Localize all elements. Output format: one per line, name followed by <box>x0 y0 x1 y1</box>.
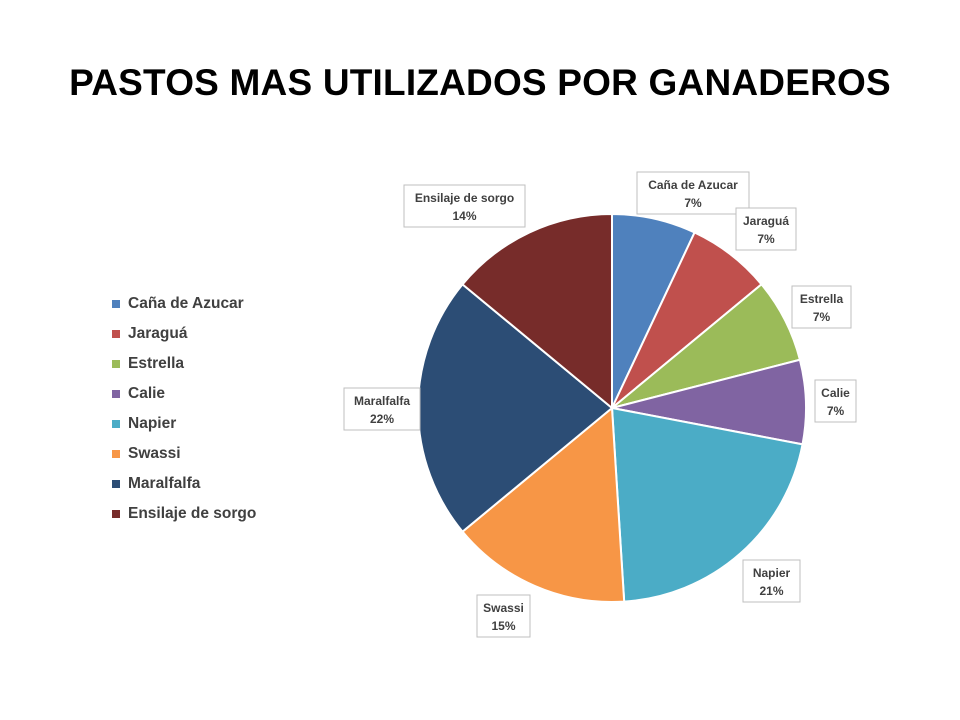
legend-item: Jaraguá <box>112 319 256 349</box>
pie-slice <box>461 405 626 604</box>
data-label-category: Ensilaje de sorgo <box>415 191 514 205</box>
data-label-box <box>403 184 526 228</box>
legend-swatch <box>112 510 120 518</box>
legend-label: Ensilaje de sorgo <box>128 505 257 522</box>
legend-label: Napier <box>128 415 177 432</box>
legend-swatch <box>112 300 120 308</box>
data-label: Jaraguá 7% <box>735 207 797 251</box>
data-label-box <box>791 285 852 329</box>
data-label-category: Maralfalfa <box>354 394 410 408</box>
data-label-box <box>814 379 857 423</box>
legend-label: Jaraguá <box>128 325 188 342</box>
legend-swatch <box>112 360 120 368</box>
data-label: Napier 21% <box>742 559 801 603</box>
legend-swatch <box>112 480 120 488</box>
data-label-category: Calie <box>821 386 850 400</box>
data-label-category: Estrella <box>800 292 844 306</box>
data-label: Swassi 15% <box>476 594 531 638</box>
legend-label: Estrella <box>128 355 185 372</box>
pie-slice <box>610 406 804 603</box>
data-label-box <box>343 387 421 431</box>
data-label-box <box>476 594 531 638</box>
legend-swatch <box>112 330 120 338</box>
data-label-category: Jaraguá <box>743 214 789 228</box>
data-label-box <box>636 171 750 215</box>
legend-item: Estrella <box>112 349 256 379</box>
legend-label: Swassi <box>128 445 181 462</box>
chart-legend: Caña de Azucar Jaraguá Estrella Calie Napier… <box>112 289 256 529</box>
pie-slice <box>461 212 613 411</box>
legend-item: Calie <box>112 379 256 409</box>
data-label-category: Swassi <box>483 601 524 615</box>
data-label-category: Caña de Azucar <box>648 178 738 192</box>
legend-item: Maralfalfa <box>112 469 256 499</box>
data-label: Caña de Azucar 7% <box>636 171 750 215</box>
legend-item: Napier <box>112 409 256 439</box>
legend-item: Caña de Azucar <box>112 289 256 319</box>
legend-label: Maralfalfa <box>128 475 201 492</box>
data-label: Calie 7% <box>814 379 857 423</box>
data-label-value: 22% <box>370 412 394 426</box>
data-label: Estrella 7% <box>791 285 852 329</box>
data-label-value: 7% <box>757 232 775 246</box>
legend-swatch <box>112 450 120 458</box>
data-label-category: Napier <box>753 566 791 580</box>
data-label-value: 15% <box>491 619 515 633</box>
data-label: Maralfalfa 22% <box>343 387 421 431</box>
data-label: Ensilaje de sorgo 14% <box>403 184 526 228</box>
legend-label: Calie <box>128 385 166 402</box>
legend-item: Ensilaje de sorgo <box>112 499 256 529</box>
legend-label: Caña de Azucar <box>128 295 244 312</box>
data-label-value: 21% <box>759 584 783 598</box>
data-label-value: 7% <box>827 404 845 418</box>
data-label-value: 14% <box>452 209 476 223</box>
data-label-value: 7% <box>684 196 702 210</box>
page-title: PASTOS MAS UTILIZADOS POR GANADEROS <box>69 62 891 103</box>
data-label-box <box>742 559 801 603</box>
legend-item: Swassi <box>112 439 256 469</box>
data-label-value: 7% <box>813 310 831 324</box>
legend-swatch <box>112 390 120 398</box>
data-label-box <box>735 207 797 251</box>
legend-swatch <box>112 420 120 428</box>
